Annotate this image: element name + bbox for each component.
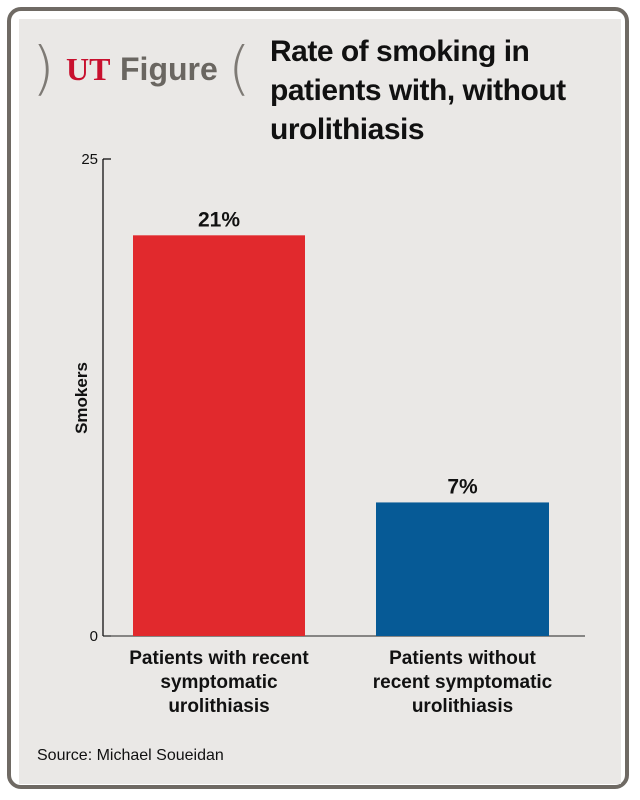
y-tick-label: 0: [90, 628, 98, 645]
category-label: recent symptomatic: [373, 672, 553, 693]
bar-value-label: 21%: [198, 208, 240, 231]
category-label: urolithiasis: [412, 696, 513, 717]
category-label: symptomatic: [160, 672, 278, 693]
bar: [376, 502, 549, 636]
logo-ut-text: UT: [66, 51, 111, 87]
category-label: urolithiasis: [168, 696, 269, 717]
y-axis-title: Smokers: [72, 362, 91, 434]
ut-figure-logo: ) UT Figure (: [32, 38, 252, 98]
chart-title: Rate of smoking in patients with, withou…: [270, 32, 610, 149]
chart-title-line: patients with, without: [270, 74, 566, 107]
logo-left-bracket: ): [32, 34, 55, 102]
category-label: Patients without: [389, 648, 536, 669]
chart-title-line: urolithiasis: [270, 113, 425, 146]
figure-panel: [19, 19, 621, 784]
logo-right-bracket: (: [228, 34, 251, 102]
chart-title-line: Rate of smoking in: [270, 35, 530, 68]
bar: [133, 235, 305, 636]
bar-value-label: 7%: [447, 475, 478, 498]
source-credit: Source: Michael Soueidan: [37, 747, 224, 764]
y-tick-label: 25: [81, 151, 98, 168]
logo-figure-text: Figure: [120, 51, 218, 87]
category-label: Patients with recent: [129, 648, 309, 669]
